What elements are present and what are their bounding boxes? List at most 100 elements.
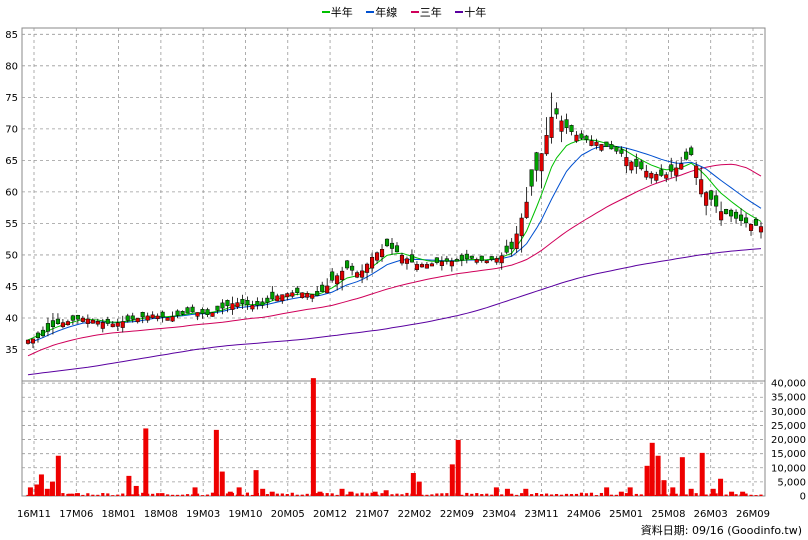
x-tick-label: 23M04 — [482, 509, 516, 520]
price-plot-frame — [21, 27, 766, 382]
candle-body — [379, 249, 385, 258]
candle-body — [145, 315, 150, 321]
volume-tick-label: 25,000 — [771, 421, 806, 432]
candle-body — [634, 158, 639, 167]
candle-body — [514, 233, 519, 249]
candle-body — [584, 135, 589, 140]
candle-body — [210, 312, 215, 317]
candle-body — [394, 245, 400, 253]
price-tick-label: 45 — [5, 282, 18, 293]
volume-panel: 0 5,000 10,000 15,000 20,000 25,000 30,000 35,0… — [21, 378, 806, 503]
volume-tick-label: 30,000 — [771, 407, 806, 418]
x-tick-label: 22M02 — [398, 509, 432, 520]
x-tick-label: 20M12 — [313, 509, 347, 520]
volume-bar — [185, 494, 190, 496]
volume-bar — [493, 487, 499, 496]
candle-body — [459, 254, 464, 261]
candle-body — [205, 309, 210, 315]
candle-body — [180, 311, 185, 315]
candle-body — [449, 260, 454, 267]
candle-body — [35, 332, 41, 339]
candle-body — [335, 275, 340, 285]
volume-bar — [300, 494, 304, 496]
candle-body — [280, 294, 285, 302]
volume-bar — [554, 493, 559, 496]
volume-bar — [594, 495, 599, 496]
candle-body — [70, 315, 75, 321]
volume-bar — [430, 494, 434, 496]
volume-bar — [335, 494, 339, 496]
volume-tick-label: 5,000 — [777, 477, 806, 488]
volume-bar — [515, 494, 519, 496]
volume-bar — [549, 494, 554, 496]
candle-body — [50, 320, 55, 328]
volume-bar — [544, 493, 549, 496]
volume-bar — [485, 493, 489, 496]
candle-body — [589, 140, 594, 146]
candle-body — [365, 263, 370, 273]
legend-swatch-green — [321, 11, 330, 13]
volume-bar — [205, 494, 210, 496]
volume-bar — [245, 492, 250, 496]
volume-bar — [445, 493, 449, 496]
x-tick-label: 26M03 — [694, 509, 728, 520]
candle-body — [245, 300, 250, 306]
candle-body — [534, 152, 539, 171]
candle-body — [579, 133, 584, 139]
volume-bar — [101, 493, 105, 496]
candle-body — [679, 163, 684, 170]
candle-body — [115, 322, 120, 327]
candle-body — [330, 271, 335, 281]
candle-body — [110, 323, 115, 328]
candle-body — [30, 338, 36, 344]
volume-bar — [614, 494, 618, 496]
candle-body — [140, 312, 145, 318]
volume-bar — [310, 378, 316, 496]
candle-body — [599, 144, 604, 151]
candle-body — [609, 144, 614, 150]
volume-bar — [504, 488, 510, 496]
candle-body — [569, 125, 574, 132]
candle-body — [255, 301, 260, 306]
volume-bar — [131, 494, 135, 496]
volume-bar — [227, 491, 233, 496]
volume-bar — [688, 488, 694, 496]
candle-body — [729, 209, 734, 217]
volume-bar — [759, 494, 763, 496]
three-year-ma-line — [27, 163, 762, 357]
chart-legend: 半年 年線 三年 十年 — [0, 4, 808, 20]
price-tick-label: 40 — [5, 313, 18, 324]
volume-bar — [710, 488, 716, 496]
candle-body — [325, 285, 330, 294]
candle-body — [90, 319, 95, 324]
volume-bar — [180, 494, 185, 496]
candle-body — [55, 318, 60, 325]
candle-body — [549, 116, 554, 138]
x-tick-label: 16M11 — [17, 509, 51, 520]
volume-bar — [116, 494, 120, 496]
candle-body — [399, 255, 405, 264]
volume-bar — [121, 493, 125, 496]
candle-body — [360, 270, 365, 278]
volume-bar — [395, 493, 399, 496]
volume-bar — [714, 493, 718, 496]
volume-bar — [734, 494, 738, 496]
volume-bar — [253, 470, 259, 496]
candle-body — [120, 321, 125, 328]
volume-bar — [520, 493, 524, 496]
volume-bar — [510, 493, 514, 496]
candle-body — [125, 315, 130, 321]
volume-bar — [420, 494, 424, 496]
candle-body — [739, 214, 744, 221]
volume-bar — [305, 493, 309, 496]
volume-bar — [96, 494, 100, 496]
candle-body — [345, 260, 350, 269]
x-tick-label: 17M06 — [59, 509, 93, 520]
candle-body — [489, 256, 494, 260]
price-tick-label: 75 — [5, 93, 18, 104]
volume-bar — [500, 494, 504, 496]
x-tick-label: 19M10 — [228, 509, 262, 520]
candle-body — [225, 300, 230, 307]
price-tick-label: 70 — [5, 124, 18, 135]
volume-bar — [81, 494, 85, 496]
